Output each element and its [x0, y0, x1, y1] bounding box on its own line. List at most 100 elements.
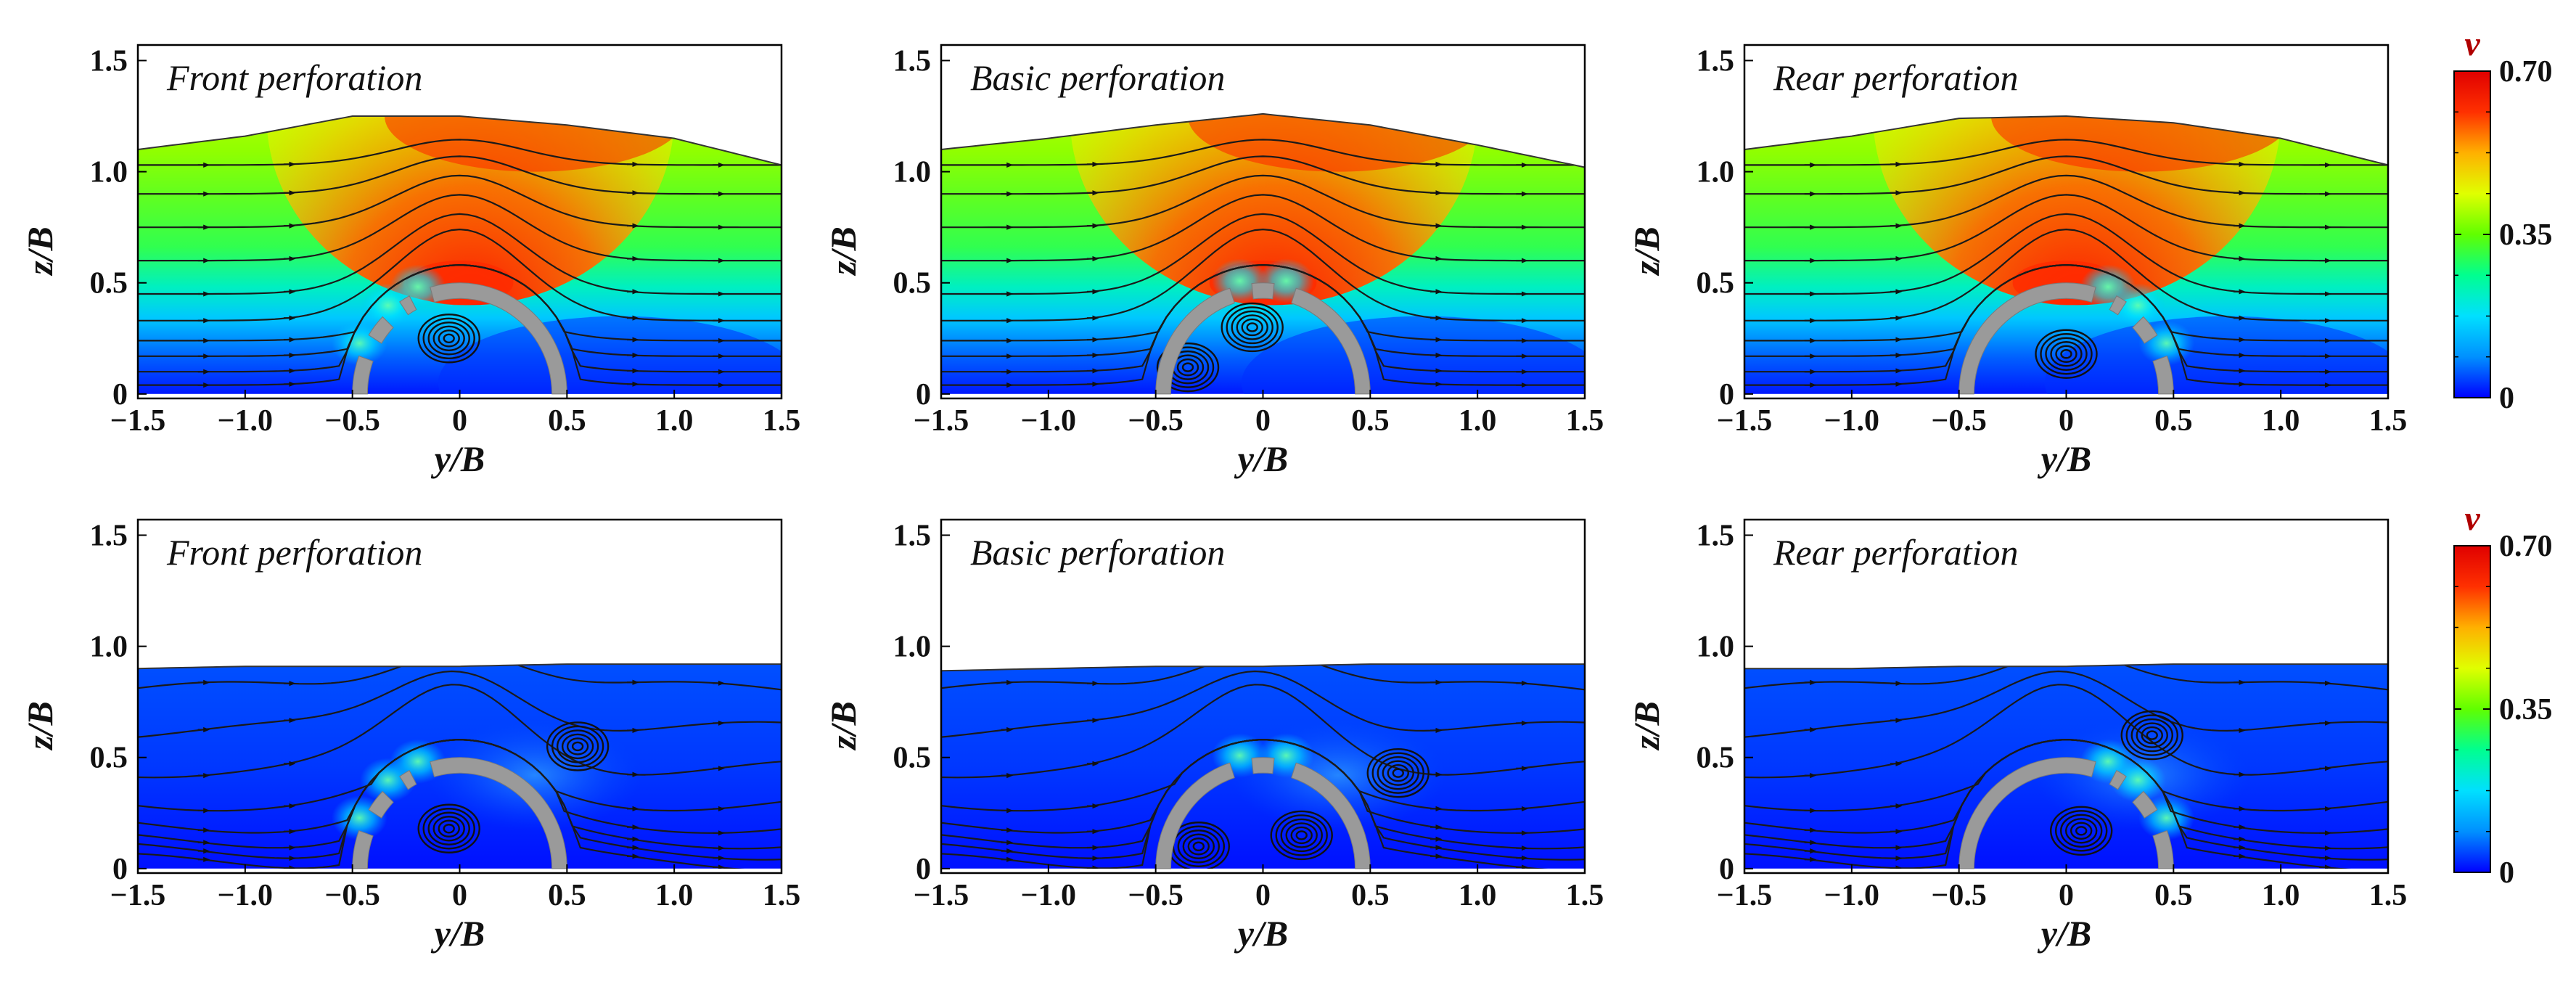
- y-tick-label: 0.5: [893, 742, 932, 775]
- streamlines: [138, 664, 782, 869]
- vortices: [417, 721, 610, 853]
- velocity-field: [1744, 116, 2388, 394]
- colorbar-tick-label: 0.35: [2499, 218, 2553, 252]
- axis-ticks: −1.5 −1.0 −0.5 0 0.5 1.0 1.5 0 0.5 1.0 1.5: [90, 44, 801, 438]
- y-tick-label: 0.5: [1697, 267, 1735, 300]
- colorbar-tick-label: 0.70: [2499, 530, 2553, 563]
- streamlines: [941, 139, 1585, 388]
- y-tick-label: 1.0: [90, 156, 128, 189]
- x-tick-label: −1.5: [110, 404, 165, 438]
- x-tick-label: −1.5: [1717, 879, 1772, 912]
- y-axis-label: z/B: [823, 701, 864, 751]
- x-tick-label: 0: [452, 879, 467, 912]
- x-tick-label: −0.5: [1931, 879, 1986, 912]
- x-axis-label: y/B: [431, 438, 485, 479]
- colorbar-tick-label: 0: [2499, 382, 2514, 415]
- perforated-wall: [1958, 757, 2174, 869]
- y-tick-label: 0: [916, 378, 931, 411]
- x-axis-label: y/B: [1234, 438, 1288, 479]
- x-tick-label: 1.0: [1459, 879, 1497, 912]
- panel-title: Rear perforation: [1773, 532, 2018, 573]
- panel-front-high: −1.5 −1.0 −0.5 0 0.5 1.0 1.5 0 0.5 1.0 1.5 y/B z/B Fr…: [20, 44, 801, 479]
- vortices: [417, 314, 480, 364]
- x-tick-label: −1.0: [1824, 404, 1879, 438]
- colorbar-title: v: [2464, 25, 2480, 63]
- panel-title: Basic perforation: [970, 57, 1225, 98]
- x-tick-label: 0: [2059, 404, 2074, 438]
- panel-title: Front perforation: [166, 57, 422, 98]
- vortices: [1167, 748, 1429, 869]
- y-tick-label: 1.5: [90, 519, 128, 552]
- y-tick-label: 1.0: [893, 156, 932, 189]
- y-tick-label: 1.5: [90, 44, 128, 78]
- panel-title: Rear perforation: [1773, 57, 2018, 98]
- y-tick-label: 0.5: [1697, 742, 1735, 775]
- colorbar-title: v: [2464, 499, 2480, 538]
- panel-basic-low: −1.5 −1.0 −0.5 0 0.5 1.0 1.5 0 0.5 1.0 1.5 y/B z/B Ba…: [823, 518, 1604, 954]
- panel-title: Basic perforation: [970, 532, 1225, 573]
- panel-rear-low: −1.5 −1.0 −0.5 0 0.5 1.0 1.5 0 0.5 1.0 1.5 y/B z/B Re…: [1626, 518, 2408, 954]
- colorbar-tick-label: 0: [2499, 856, 2514, 890]
- x-tick-label: −0.5: [324, 404, 380, 438]
- x-tick-label: 0: [452, 404, 467, 438]
- y-tick-label: 0: [1719, 378, 1734, 411]
- velocity-field: [941, 113, 1585, 394]
- x-tick-label: −1.5: [110, 879, 165, 912]
- x-tick-label: −0.5: [1128, 404, 1183, 438]
- y-tick-label: 0: [1719, 853, 1734, 886]
- x-tick-label: −1.0: [218, 879, 273, 912]
- perforated-wall: [1155, 282, 1371, 395]
- colorbar-tick-label: 0.70: [2499, 55, 2553, 89]
- colorbar-tick-label: 0.35: [2499, 693, 2553, 726]
- x-tick-label: 0: [2059, 879, 2074, 912]
- axis-ticks: −1.5 −1.0 −0.5 0 0.5 1.0 1.5 0 0.5 1.0 1.5: [893, 519, 1604, 912]
- x-tick-label: 0.5: [1351, 404, 1390, 438]
- x-tick-label: 0: [1255, 879, 1271, 912]
- x-tick-label: −1.0: [218, 404, 273, 438]
- x-tick-label: −0.5: [324, 879, 380, 912]
- y-axis-label: z/B: [20, 701, 60, 751]
- panel-title: Front perforation: [166, 532, 422, 573]
- perforated-wall: [352, 757, 567, 869]
- y-tick-label: 0.5: [893, 267, 932, 300]
- x-axis-label: y/B: [431, 913, 485, 954]
- y-tick-label: 1.0: [893, 631, 932, 664]
- x-tick-label: 1.5: [1566, 404, 1604, 438]
- axis-ticks: −1.5 −1.0 −0.5 0 0.5 1.0 1.5 0 0.5 1.0 1.5: [1697, 519, 2408, 912]
- x-tick-label: 0.5: [2154, 404, 2193, 438]
- x-tick-label: −1.0: [1824, 879, 1879, 912]
- perforated-wall: [1958, 282, 2174, 395]
- y-tick-label: 1.0: [1697, 156, 1735, 189]
- x-tick-label: 0: [1255, 404, 1271, 438]
- panel-front-low: −1.5 −1.0 −0.5 0 0.5 1.0 1.5 0 0.5 1.0 1.5 y/B z/B Fr…: [20, 518, 801, 954]
- x-tick-label: −1.0: [1021, 879, 1076, 912]
- y-tick-label: 0.5: [90, 742, 128, 775]
- panels-layer: −1.5 −1.0 −0.5 0 0.5 1.0 1.5 0 0.5 1.0 1.5 y/B z/B Fr…: [20, 44, 2408, 954]
- vortices: [2035, 329, 2098, 379]
- x-tick-label: 1.5: [763, 879, 801, 912]
- axis-ticks: −1.5 −1.0 −0.5 0 0.5 1.0 1.5 0 0.5 1.0 1.5: [90, 519, 801, 912]
- x-tick-label: 0.5: [548, 404, 586, 438]
- x-tick-label: −0.5: [1128, 879, 1183, 912]
- y-axis-label: z/B: [1626, 701, 1667, 751]
- y-axis-label: z/B: [1626, 226, 1667, 277]
- y-axis-label: z/B: [823, 226, 864, 277]
- streamlines: [1744, 664, 2388, 869]
- y-tick-label: 1.5: [1697, 44, 1735, 78]
- x-tick-label: 1.5: [2369, 404, 2408, 438]
- y-tick-label: 0.5: [90, 267, 128, 300]
- streamlines: [1744, 139, 2388, 388]
- x-tick-label: −1.5: [914, 879, 969, 912]
- velocity-field: [138, 664, 782, 869]
- perforated-wall: [1155, 757, 1371, 869]
- y-tick-label: 1.5: [1697, 519, 1735, 552]
- axis-ticks: −1.5 −1.0 −0.5 0 0.5 1.0 1.5 0 0.5 1.0 1.5: [893, 44, 1604, 438]
- y-tick-label: 1.5: [893, 519, 932, 552]
- x-tick-label: 1.0: [2262, 879, 2300, 912]
- x-tick-label: 1.0: [1459, 404, 1497, 438]
- x-tick-label: 1.0: [655, 404, 694, 438]
- x-tick-label: 1.0: [655, 879, 694, 912]
- x-tick-label: 1.0: [2262, 404, 2300, 438]
- colorbars-layer: 0.70 0.35 0 v 0.70 0.35 0 v: [2453, 25, 2553, 890]
